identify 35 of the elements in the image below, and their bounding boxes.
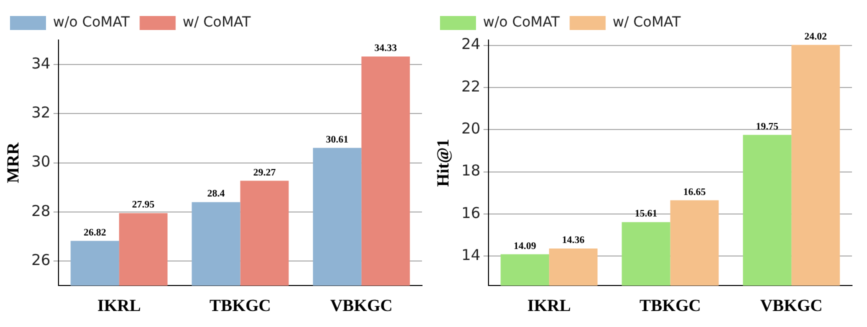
y-tick-label: 14 (461, 246, 480, 264)
y-tick-label: 20 (461, 119, 480, 138)
y-tick-label: 32 (31, 104, 50, 122)
legend-label: w/ CoMAT (612, 14, 682, 31)
data-label: 27.95 (132, 200, 155, 211)
legend-label: w/ CoMAT (182, 14, 252, 31)
y-axis-title: Hit@1 (434, 138, 453, 187)
data-label: 29.27 (253, 167, 276, 178)
x-tick-label: VBKGC (760, 296, 823, 316)
data-label: 14.36 (562, 235, 585, 246)
data-label: 16.65 (683, 186, 706, 198)
data-label: 34.33 (374, 43, 397, 54)
legend-label: w/o CoMAT (483, 14, 560, 31)
y-tick-label: 16 (461, 204, 480, 222)
x-tick-label: IKRL (527, 296, 571, 316)
y-tick-label: 22 (461, 77, 480, 96)
y-tick-label: 18 (461, 162, 480, 180)
data-label: 15.61 (634, 208, 658, 220)
x-tick-label: IKRL (97, 296, 141, 316)
data-label: 26.82 (84, 227, 106, 238)
data-label: 30.61 (326, 134, 348, 146)
x-tick-label: VBKGC (330, 296, 393, 316)
data-label: 19.75 (756, 121, 778, 132)
y-axis-title: MRR (4, 142, 23, 184)
y-tick-label: 34 (31, 54, 50, 72)
data-label: 28.4 (207, 188, 225, 200)
y-tick-label: 26 (31, 250, 50, 269)
legend-label: w/o CoMAT (53, 14, 130, 31)
data-label: 14.09 (514, 240, 536, 252)
x-tick-label: TBKGC (640, 296, 701, 316)
y-tick-label: 28 (31, 202, 50, 220)
y-tick-label: 24 (461, 35, 480, 54)
data-label: 24.02 (804, 31, 827, 42)
y-tick-label: 30 (31, 152, 50, 171)
x-tick-label: TBKGC (210, 296, 271, 316)
